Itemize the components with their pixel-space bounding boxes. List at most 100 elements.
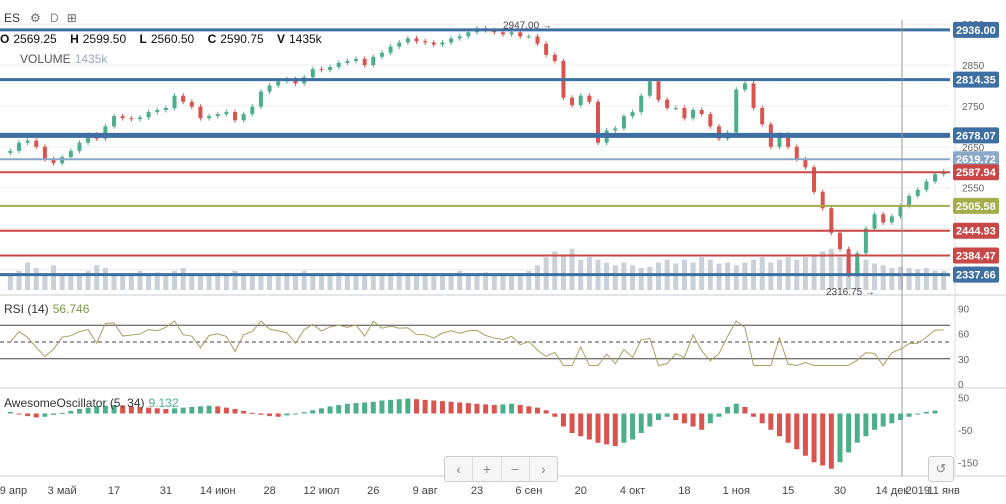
volume-bar [906, 268, 912, 290]
ao-bar [552, 413, 558, 417]
scroll-left-button[interactable]: ‹ [445, 457, 474, 481]
ao-bar [906, 413, 912, 417]
volume-bar [33, 268, 39, 290]
volume-bar [915, 269, 921, 290]
ao-bar [915, 413, 921, 415]
candle-body [673, 107, 678, 109]
zoom-in-button[interactable]: + [473, 457, 502, 481]
price-level-value: 2814.35 [956, 75, 996, 87]
volume-label: VOLUME [20, 52, 71, 66]
volume-bar [716, 263, 722, 290]
candle-body [535, 36, 540, 44]
ao-bar [647, 413, 653, 427]
high-value: 2599.50 [82, 32, 127, 46]
ao-bar [673, 413, 679, 420]
ao-bar [483, 404, 489, 414]
candle-body [267, 85, 272, 92]
scroll-right-button[interactable]: › [541, 461, 546, 477]
volume-bar [517, 273, 523, 290]
price-tick-label: 2650 [962, 143, 985, 154]
volume-bar [396, 272, 402, 290]
candle-body [699, 110, 704, 115]
ao-bar [448, 401, 454, 414]
price-level-value: 2505.58 [956, 201, 996, 213]
add-window-icon[interactable]: ⊞ [66, 11, 77, 25]
ao-bar [120, 405, 126, 414]
ao-bar [621, 413, 627, 443]
candle-body [77, 142, 82, 151]
candle-body [241, 114, 246, 121]
volume-bar [932, 270, 938, 290]
low-label: L [139, 32, 147, 46]
ao-bar [509, 403, 515, 414]
volume-bar [16, 270, 22, 290]
candle-body [276, 81, 281, 86]
volume-bar [25, 262, 31, 290]
ao-bar [310, 410, 316, 414]
price-level-value: 2444.93 [956, 226, 996, 238]
candle-body [829, 208, 834, 233]
ao-bar [180, 407, 186, 414]
candle-body [570, 97, 575, 106]
volume-bar [310, 273, 316, 290]
rsi-tick-label: 30 [958, 355, 970, 366]
volume-bar [68, 276, 74, 290]
ao-bar [206, 405, 212, 414]
ao-bar [59, 412, 65, 414]
volume-bar [491, 273, 497, 290]
volume-bar [362, 273, 368, 290]
low-value: 2560.50 [150, 32, 195, 46]
volume-bar [811, 254, 817, 290]
ao-bar [638, 413, 644, 433]
volume-bar [163, 273, 169, 290]
ao-bar [897, 413, 903, 420]
candle-body [328, 67, 333, 70]
volume-bar [638, 268, 644, 290]
time-tick-label: 4 окт [620, 485, 645, 497]
candle-body [345, 60, 350, 63]
reset-button[interactable]: ↺ [928, 456, 954, 482]
gear-icon[interactable]: ⚙ [30, 11, 41, 25]
time-tick-label: 6 сен [515, 485, 542, 497]
volume-bar [336, 272, 342, 290]
candle-body [431, 42, 436, 45]
rsi-line [9, 320, 944, 367]
volume-bar [439, 274, 445, 290]
interval-label[interactable]: D [50, 11, 59, 25]
candle-body [440, 42, 445, 45]
candle-body [25, 140, 30, 143]
candle-body [777, 134, 782, 147]
candle-body [405, 38, 410, 43]
candle-body [647, 81, 652, 96]
ao-bar [16, 413, 22, 415]
volume-bar [85, 270, 91, 290]
candle-body [8, 150, 13, 153]
ao-bar [630, 413, 636, 440]
volume-bar [267, 273, 273, 290]
volume-bar [76, 273, 82, 290]
candle-body [518, 32, 523, 37]
zoom-out-button[interactable]: − [502, 457, 530, 481]
ao-bar [526, 406, 532, 414]
volume-bar [146, 273, 152, 290]
candle-body [639, 95, 644, 113]
candle-body [682, 107, 687, 119]
ao-bar [500, 404, 506, 414]
volume-bar [215, 272, 221, 290]
ao-bar [301, 412, 307, 414]
ao-bar [794, 413, 800, 450]
volume-bar [405, 273, 411, 290]
navigation-bar: ‹ + − › [444, 456, 558, 482]
candle-body [112, 116, 117, 127]
volume-bar [690, 262, 696, 290]
ao-bar [396, 399, 402, 414]
candle-body [466, 32, 471, 37]
ao-bar [465, 403, 471, 414]
symbol-label[interactable]: ES [4, 11, 21, 25]
ao-bar [267, 413, 273, 417]
price-level-tag [953, 266, 999, 283]
volume-bar [655, 262, 661, 290]
candle-body [716, 126, 721, 139]
price-level-tag [953, 222, 999, 239]
